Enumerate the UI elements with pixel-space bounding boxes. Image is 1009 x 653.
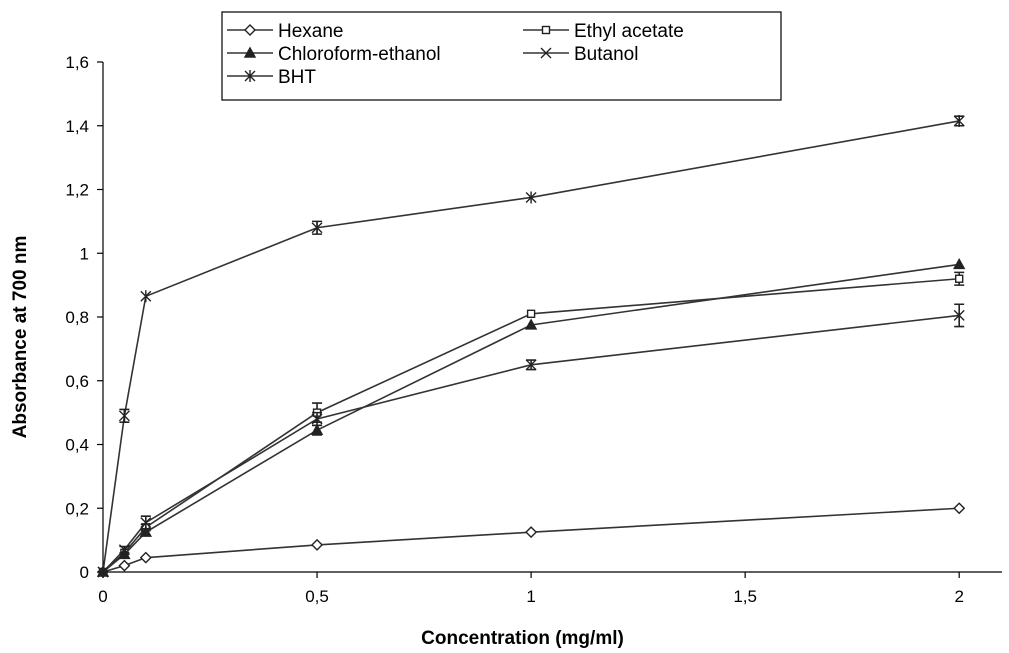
data-point-butanol: [525, 359, 537, 371]
data-point-hexane: [525, 526, 538, 539]
y-tick-label: 0,4: [65, 436, 89, 455]
data-point-chloroform-ethanol: [118, 548, 131, 560]
data-point-butanol: [311, 413, 323, 425]
data-point-bht: [953, 114, 965, 127]
axes: 0 0,2 0,4 0,6 0,8 1 1,2 1,4 1,6 0 0,5 1 1,5 2: [65, 53, 1002, 606]
y-tick-label: 0: [80, 563, 89, 582]
y-tick-label: 1,2: [65, 181, 89, 200]
series-chloroform-ethanol: [96, 257, 966, 577]
data-point-chloroform-ethanol: [310, 423, 324, 435]
legend-box: [221, 11, 782, 101]
x-tick-label: 1,5: [733, 587, 757, 606]
y-tick-label: 1: [80, 244, 89, 263]
legend-marker-ethyl-acetate: [541, 25, 551, 35]
y-tick-label: 1,4: [65, 117, 89, 136]
data-point-hexane: [311, 538, 324, 551]
data-point-bht: [118, 409, 130, 422]
data-point-chloroform-ethanol: [953, 257, 966, 270]
y-tick-label: 0,8: [65, 308, 89, 327]
data-point-butanol: [140, 517, 152, 529]
data-point-hexane: [118, 559, 131, 572]
data-point-bht: [97, 566, 109, 578]
legend-label: Chloroform-ethanol: [278, 44, 441, 65]
data-point-bht: [311, 221, 323, 234]
legend-label: Butanol: [574, 44, 638, 65]
y-tick-label: 1,6: [65, 53, 89, 72]
data-point-butanol: [118, 544, 130, 556]
legend-label: Hexane: [278, 21, 344, 42]
legend-item-ethyl-acetate: Ethyl acetate: [523, 21, 684, 42]
legend-marker-bht: [244, 70, 256, 82]
y-tick-label: 0,2: [65, 499, 89, 518]
data-point-chloroform-ethanol: [524, 318, 538, 330]
series-bht: [97, 114, 965, 578]
data-point-ethyl-acetate: [954, 274, 964, 283]
data-point-bht: [525, 191, 537, 204]
x-tick-label: 0,5: [305, 587, 329, 606]
legend: Hexane Ethyl acetate Chloroform-ethanol But…: [221, 11, 782, 101]
series-line-hexane: [102, 507, 960, 573]
series-line-bht: [102, 120, 960, 573]
legend-marker-butanol: [540, 47, 552, 59]
legend-label: Ethyl acetate: [574, 21, 684, 42]
legend-item-butanol: Butanol: [523, 44, 638, 65]
legend-label: BHT: [278, 67, 316, 88]
x-tick-label: 0: [98, 587, 107, 606]
data-point-butanol: [953, 309, 965, 321]
y-tick-label: 0,6: [65, 372, 89, 391]
data-point-chloroform-ethanol: [139, 525, 152, 537]
x-tick-label: 2: [954, 587, 963, 606]
x-axis-title: Concentration (mg/ml): [421, 628, 624, 649]
data-point-hexane: [139, 551, 152, 564]
series-layer: [96, 114, 966, 578]
data-point-bht: [140, 290, 152, 303]
data-point-hexane: [953, 502, 966, 515]
series-hexane: [97, 502, 966, 578]
legend-item-bht: BHT: [227, 67, 316, 88]
data-point-ethyl-acetate: [526, 309, 536, 319]
legend-item-chloroform-ethanol: Chloroform-ethanol: [227, 44, 441, 65]
legend-marker-hexane: [244, 24, 256, 36]
legend-marker-chloroform-ethanol: [243, 46, 257, 58]
y-axis-title: Absorbance at 700 nm: [10, 236, 31, 439]
legend-item-hexane: Hexane: [227, 21, 344, 42]
x-tick-label: 1: [526, 587, 535, 606]
